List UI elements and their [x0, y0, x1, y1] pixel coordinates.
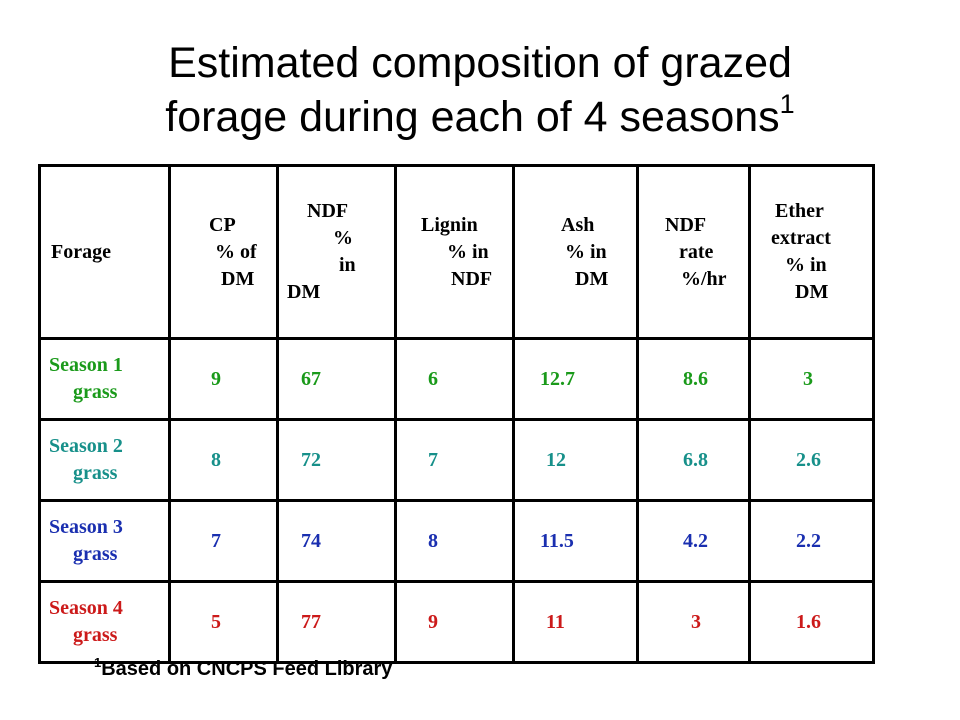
row-label: Season 4 grass	[38, 580, 171, 664]
cell-cp: 8	[168, 418, 279, 502]
cell-ndf: 77	[276, 580, 397, 664]
header-ndf-line: %	[333, 227, 353, 249]
row-label: Season 3 grass	[38, 499, 171, 583]
header-ether-line: % in	[785, 254, 827, 276]
cell-ndf: 74	[276, 499, 397, 583]
title-line-2: forage during each of 4 seasons1	[0, 90, 960, 144]
header-ndf-rate-line: NDF	[665, 213, 707, 236]
footnote: 1Based on CNCPS Feed Library	[94, 655, 393, 681]
header-ash-line: DM	[575, 267, 609, 290]
cell-ether: 2.6	[748, 418, 875, 502]
forage-name: grass	[73, 624, 118, 646]
table-row: Season 2 grass 8 72 7 12 6.8 2.6	[38, 418, 875, 502]
header-ash: Ash % in DM	[512, 164, 639, 340]
cell-ash: 12	[512, 418, 639, 502]
header-lignin-line: Lignin	[421, 213, 478, 236]
cell-ash: 12.7	[512, 337, 639, 421]
footnote-text: Based on CNCPS Feed Library	[101, 658, 393, 680]
cell-lignin: 8	[394, 499, 515, 583]
season-name: Season 4	[49, 597, 123, 619]
cell-ether: 1.6	[748, 580, 875, 664]
header-lignin-line: % in	[447, 240, 489, 263]
cell-ndf-rate: 4.2	[636, 499, 751, 583]
header-lignin-line: NDF	[451, 267, 493, 290]
season-name: Season 2	[49, 435, 123, 457]
header-ether-line: DM	[795, 281, 829, 303]
header-ether-line: Ether	[775, 200, 824, 222]
cell-ndf: 72	[276, 418, 397, 502]
table-row: Season 3 grass 7 74 8 11.5 4.2 2.2	[38, 499, 875, 583]
table-row: Season 4 grass 5 77 9 11 3 1.6	[38, 580, 875, 664]
cell-ndf: 67	[276, 337, 397, 421]
forage-name: grass	[73, 462, 118, 484]
cell-ether: 3	[748, 337, 875, 421]
table-row: Season 1 grass 9 67 6 12.7 8.6 3	[38, 337, 875, 421]
header-forage: Forage	[38, 164, 171, 340]
row-label: Season 2 grass	[38, 418, 171, 502]
cell-cp: 9	[168, 337, 279, 421]
header-ndf-rate: NDF rate %/hr	[636, 164, 751, 340]
header-ash-line: Ash	[561, 213, 595, 236]
cell-lignin: 9	[394, 580, 515, 664]
header-ash-line: % in	[565, 240, 607, 263]
header-ndf-line: in	[339, 254, 356, 276]
composition-table: Forage CP % of DM NDF % in DM Lignin % i…	[38, 164, 875, 664]
cell-cp: 5	[168, 580, 279, 664]
header-row: Forage CP % of DM NDF % in DM Lignin % i…	[38, 164, 875, 340]
header-cp-line: DM	[221, 267, 255, 290]
header-cp: CP % of DM	[168, 164, 279, 340]
header-ndf-line: DM	[287, 281, 321, 303]
cell-lignin: 7	[394, 418, 515, 502]
cell-ndf-rate: 8.6	[636, 337, 751, 421]
header-cp-line: % of	[215, 240, 257, 263]
title-line-1: Estimated composition of grazed	[168, 39, 792, 87]
header-ndf-rate-line: %/hr	[681, 267, 727, 290]
header-ether-line: extract	[771, 227, 831, 249]
title-footnote-marker: 1	[779, 89, 795, 119]
cell-ndf-rate: 3	[636, 580, 751, 664]
cell-ether: 2.2	[748, 499, 875, 583]
cell-lignin: 6	[394, 337, 515, 421]
slide-title: Estimated composition of grazed forage d…	[0, 36, 960, 144]
footnote-marker: 1	[94, 655, 102, 670]
header-lignin: Lignin % in NDF	[394, 164, 515, 340]
row-label: Season 1 grass	[38, 337, 171, 421]
header-cp-line: CP	[209, 213, 236, 236]
cell-cp: 7	[168, 499, 279, 583]
header-ether-extract: Ether extract % in DM	[748, 164, 875, 340]
cell-ash: 11	[512, 580, 639, 664]
cell-ndf-rate: 6.8	[636, 418, 751, 502]
forage-name: grass	[73, 543, 118, 565]
cell-ash: 11.5	[512, 499, 639, 583]
header-ndf: NDF % in DM	[276, 164, 397, 340]
header-ndf-rate-line: rate	[679, 240, 714, 263]
season-name: Season 3	[49, 516, 123, 538]
season-name: Season 1	[49, 354, 123, 376]
title-line-2-text: forage during each of 4 seasons	[165, 93, 780, 141]
forage-name: grass	[73, 381, 118, 403]
header-ndf-line: NDF	[307, 200, 349, 222]
